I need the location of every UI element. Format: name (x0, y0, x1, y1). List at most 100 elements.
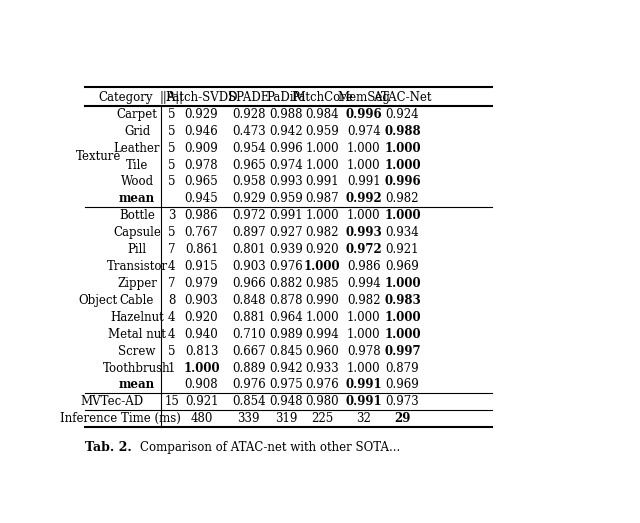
Text: Metal nut: Metal nut (108, 328, 166, 340)
Text: 0.942: 0.942 (269, 124, 303, 138)
Text: 0.861: 0.861 (185, 243, 218, 256)
Text: PaDiM: PaDiM (266, 91, 306, 104)
Text: 0.991: 0.991 (346, 379, 382, 391)
Text: 7: 7 (168, 277, 175, 290)
Text: 0.993: 0.993 (346, 226, 382, 239)
Text: 319: 319 (275, 412, 297, 425)
Text: Grid: Grid (124, 124, 150, 138)
Text: Texture: Texture (76, 150, 121, 163)
Text: 4: 4 (168, 311, 175, 324)
Text: 0.879: 0.879 (385, 361, 419, 374)
Text: 32: 32 (356, 412, 371, 425)
Text: 0.969: 0.969 (385, 260, 419, 273)
Text: 225: 225 (311, 412, 333, 425)
Text: 0.927: 0.927 (269, 226, 303, 239)
Text: 0.973: 0.973 (385, 395, 419, 408)
Text: 0.813: 0.813 (185, 345, 218, 358)
Text: Screw: Screw (118, 345, 156, 358)
Text: 7: 7 (168, 243, 175, 256)
Text: 1.000: 1.000 (347, 311, 381, 324)
Text: 0.990: 0.990 (305, 294, 339, 307)
Text: 4: 4 (168, 328, 175, 340)
Text: 0.976: 0.976 (305, 379, 339, 391)
Text: 0.991: 0.991 (269, 209, 303, 222)
Text: 1.000: 1.000 (384, 311, 420, 324)
Text: Leather: Leather (114, 142, 160, 155)
Text: 0.987: 0.987 (305, 192, 339, 206)
Text: 0.959: 0.959 (305, 124, 339, 138)
Text: 0.939: 0.939 (269, 243, 303, 256)
Text: Hazelnut: Hazelnut (110, 311, 164, 324)
Text: 1.000: 1.000 (384, 277, 420, 290)
Text: ||A||: ||A|| (160, 91, 184, 104)
Text: 5: 5 (168, 142, 175, 155)
Text: 0.984: 0.984 (305, 108, 339, 121)
Text: 0.942: 0.942 (269, 361, 303, 374)
Text: PatchCore: PatchCore (291, 91, 353, 104)
Text: SPADE: SPADE (228, 91, 269, 104)
Text: 0.924: 0.924 (385, 108, 419, 121)
Text: 1.000: 1.000 (305, 142, 339, 155)
Text: 1.000: 1.000 (305, 311, 339, 324)
Text: 1.000: 1.000 (347, 328, 381, 340)
Text: 0.991: 0.991 (347, 175, 381, 188)
Text: Comparison of ATAC-net with other SOTA...: Comparison of ATAC-net with other SOTA..… (140, 441, 400, 454)
Text: 0.889: 0.889 (232, 361, 266, 374)
Text: 0.972: 0.972 (232, 209, 266, 222)
Text: Tab. 2.: Tab. 2. (85, 441, 132, 454)
Text: 15: 15 (164, 395, 179, 408)
Text: 1.000: 1.000 (305, 158, 339, 172)
Text: 1.000: 1.000 (384, 158, 420, 172)
Text: 0.988: 0.988 (384, 124, 420, 138)
Text: 0.710: 0.710 (232, 328, 266, 340)
Text: 0.940: 0.940 (185, 328, 218, 340)
Text: Transistor: Transistor (106, 260, 168, 273)
Text: 5: 5 (168, 345, 175, 358)
Text: 1.000: 1.000 (384, 142, 420, 155)
Text: 0.974: 0.974 (269, 158, 303, 172)
Text: 0.934: 0.934 (385, 226, 419, 239)
Text: Capsule: Capsule (113, 226, 161, 239)
Text: 0.915: 0.915 (185, 260, 218, 273)
Text: 0.848: 0.848 (232, 294, 266, 307)
Text: Toothbrush: Toothbrush (103, 361, 171, 374)
Text: Category: Category (99, 91, 153, 104)
Text: 1.000: 1.000 (305, 209, 339, 222)
Text: 0.976: 0.976 (232, 379, 266, 391)
Text: 1.000: 1.000 (347, 142, 381, 155)
Text: Zipper: Zipper (117, 277, 157, 290)
Text: 5: 5 (168, 124, 175, 138)
Text: 0.991: 0.991 (305, 175, 339, 188)
Text: 0.959: 0.959 (269, 192, 303, 206)
Text: 8: 8 (168, 294, 175, 307)
Text: 5: 5 (168, 226, 175, 239)
Text: 0.980: 0.980 (305, 395, 339, 408)
Text: 0.473: 0.473 (232, 124, 266, 138)
Text: 0.801: 0.801 (232, 243, 266, 256)
Text: 0.978: 0.978 (347, 345, 381, 358)
Text: 1: 1 (168, 361, 175, 374)
Text: mean: mean (119, 192, 155, 206)
Text: 0.983: 0.983 (384, 294, 420, 307)
Text: 0.903: 0.903 (232, 260, 266, 273)
Text: 0.986: 0.986 (347, 260, 381, 273)
Text: 0.881: 0.881 (232, 311, 266, 324)
Text: 0.954: 0.954 (232, 142, 266, 155)
Text: Wood: Wood (120, 175, 154, 188)
Text: Bottle: Bottle (119, 209, 155, 222)
Text: 0.897: 0.897 (232, 226, 266, 239)
Text: 4: 4 (168, 260, 175, 273)
Text: 0.965: 0.965 (232, 158, 266, 172)
Text: 0.991: 0.991 (346, 395, 382, 408)
Text: Carpet: Carpet (116, 108, 157, 121)
Text: 0.974: 0.974 (347, 124, 381, 138)
Text: 0.972: 0.972 (346, 243, 382, 256)
Text: 0.996: 0.996 (269, 142, 303, 155)
Text: 0.903: 0.903 (185, 294, 218, 307)
Text: 0.920: 0.920 (305, 243, 339, 256)
Text: 5: 5 (168, 158, 175, 172)
Text: 0.982: 0.982 (347, 294, 380, 307)
Text: 0.960: 0.960 (305, 345, 339, 358)
Text: 0.994: 0.994 (347, 277, 381, 290)
Text: ATAC-Net: ATAC-Net (373, 91, 431, 104)
